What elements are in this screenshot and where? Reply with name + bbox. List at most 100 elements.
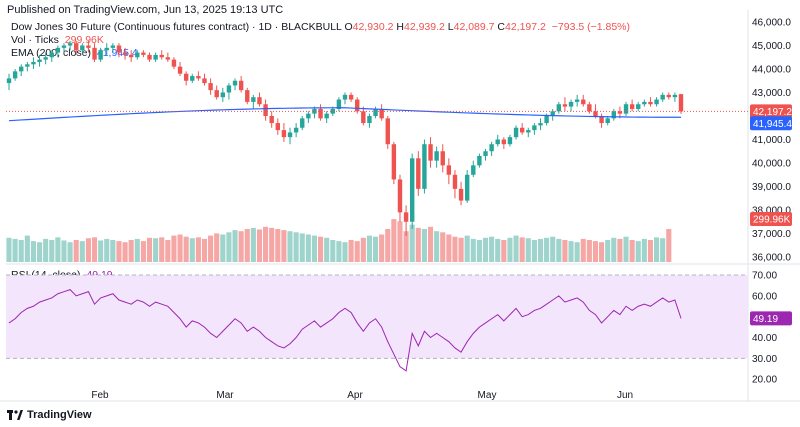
volume-bar (318, 236, 324, 262)
rsi-line (8, 289, 682, 372)
volume-bar (232, 230, 238, 262)
volume-bar (629, 240, 635, 262)
last-price-tag: 42,197.2 (750, 104, 792, 119)
candle-body (135, 52, 140, 58)
volume-bar (580, 238, 586, 262)
volume-tag-text: 299.96K (753, 215, 791, 226)
candle-body (428, 144, 433, 161)
time-tick-label: Jun (617, 390, 633, 401)
candle-body (318, 108, 323, 119)
volume-bar (489, 236, 495, 262)
volume-bar (140, 241, 146, 262)
volume-bar (305, 234, 311, 262)
volume-bar (189, 238, 195, 262)
candle-body (263, 104, 268, 116)
volume-bar (128, 240, 134, 262)
candle-body (636, 104, 641, 109)
tradingview-brand: TradingView (27, 409, 92, 421)
volume-bar (647, 240, 654, 262)
candle-body (116, 45, 122, 53)
candle-body (74, 43, 79, 51)
time-tick-label: May (478, 390, 497, 401)
volume-bar (519, 237, 525, 262)
candle-body (31, 61, 36, 65)
price-tick-label: 38,000.0 (752, 206, 791, 217)
candle-body (86, 45, 91, 48)
volume-bar (470, 238, 476, 262)
candle-body (550, 111, 555, 116)
volume-bar (562, 240, 568, 262)
tradingview-footer: TradingView (7, 409, 92, 421)
candle-body (177, 66, 183, 74)
rsi-tick-label: 30.00 (752, 354, 777, 365)
candle-body (49, 52, 54, 58)
rsi-value-tag-bg (750, 311, 792, 326)
candle-body (440, 151, 445, 166)
volume-bar (201, 238, 208, 262)
volume-bar (146, 237, 153, 262)
volume-bar (55, 237, 61, 262)
symbol-legend: Dow Jones 30 Future (Continuous futures … (11, 21, 630, 33)
volume-bar (537, 238, 544, 262)
candle-body (342, 94, 348, 100)
volume-legend: Vol · Ticks 299.96K (11, 34, 104, 46)
ema-price-tag-text: 41,945.4 (753, 119, 792, 130)
volume-bar (464, 235, 470, 262)
volume-value: 299.96K (64, 34, 104, 46)
candle-body (489, 144, 494, 152)
ema-price-tag: 41,945.4 (750, 116, 792, 131)
candle-body (92, 47, 97, 60)
volume-bar (501, 240, 507, 262)
volume-bar (617, 238, 623, 262)
candle-body (403, 212, 409, 222)
candle-body (672, 94, 678, 98)
volume-bar (281, 230, 287, 262)
candle-body (287, 132, 293, 138)
candle-body (581, 99, 586, 105)
candle-body (526, 130, 531, 133)
volume-bar (171, 235, 177, 262)
candle-body (458, 188, 464, 201)
volume-bar (6, 237, 12, 262)
rsi-value-tag-text: 49.19 (753, 314, 778, 325)
candle-body (501, 139, 507, 145)
volume-bar (134, 238, 140, 262)
volume-bar (43, 238, 49, 262)
candle-body (6, 78, 12, 84)
volume-bar (495, 238, 501, 262)
candle-body (452, 174, 458, 189)
volume-bar (275, 229, 281, 262)
volume-bar (177, 234, 183, 262)
candle-body (37, 59, 42, 62)
volume-bar (30, 241, 36, 262)
volume-bar (611, 237, 617, 262)
volume-bar (269, 227, 275, 262)
symbol-title: Dow Jones 30 Future (Continuous futures … (11, 21, 342, 33)
volume-bar (476, 240, 482, 262)
candle-body (122, 52, 128, 55)
volume-bar (385, 229, 391, 262)
ohlc-value-o: 42,930.2 (352, 21, 394, 33)
candle-body (507, 137, 513, 145)
volume-bar (256, 229, 263, 262)
volume-bar (605, 240, 611, 262)
candle-body (220, 92, 226, 98)
volume-bar (104, 238, 110, 262)
rsi-band (6, 275, 748, 359)
volume-bar (379, 234, 385, 262)
volume-bar (183, 236, 189, 262)
candle-body (98, 50, 103, 60)
candle-body (55, 47, 61, 53)
candle-body (416, 158, 421, 189)
volume-bar (226, 232, 232, 262)
candle-body (464, 174, 470, 201)
volume-bar (18, 240, 24, 262)
rsi-tick-label: 20.00 (752, 375, 777, 386)
volume-bar (372, 236, 379, 262)
volume-bar (293, 232, 299, 262)
ohlc-value-l: 42,089.7 (453, 21, 495, 33)
candle-body (153, 54, 158, 60)
volume-bar (208, 235, 214, 262)
volume-bar (531, 240, 537, 262)
